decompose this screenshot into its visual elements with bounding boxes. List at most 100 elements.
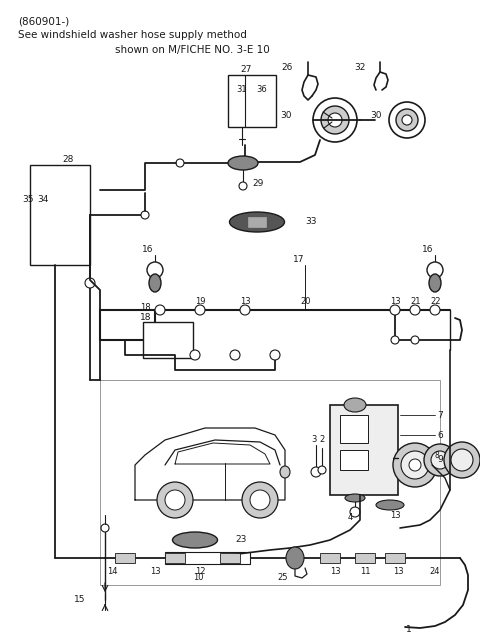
Circle shape: [389, 102, 425, 138]
Ellipse shape: [155, 305, 165, 315]
Text: 32: 32: [355, 64, 366, 73]
Circle shape: [190, 350, 200, 360]
Circle shape: [396, 109, 418, 131]
Text: 16: 16: [142, 246, 154, 255]
Circle shape: [431, 451, 449, 469]
Ellipse shape: [345, 494, 365, 502]
Circle shape: [328, 113, 342, 127]
Text: 33: 33: [305, 218, 316, 226]
Ellipse shape: [411, 336, 419, 344]
Circle shape: [157, 482, 193, 518]
Text: 29: 29: [252, 179, 264, 188]
Ellipse shape: [429, 274, 441, 292]
Bar: [228, 75, 276, 127]
Circle shape: [311, 467, 321, 477]
Bar: [330, 405, 398, 495]
Circle shape: [165, 490, 185, 510]
Ellipse shape: [229, 212, 285, 232]
Circle shape: [270, 350, 280, 360]
Text: 30: 30: [371, 110, 382, 119]
Text: 13: 13: [150, 567, 160, 577]
Text: 17: 17: [293, 255, 305, 265]
Text: 13: 13: [390, 510, 400, 519]
Text: 19: 19: [195, 297, 205, 306]
Text: (860901-): (860901-): [18, 16, 69, 26]
Ellipse shape: [286, 547, 304, 569]
Bar: [340, 415, 368, 443]
Bar: [340, 450, 368, 470]
Bar: [165, 553, 185, 563]
Text: 9: 9: [437, 456, 443, 464]
Text: 13: 13: [330, 567, 340, 577]
Circle shape: [101, 524, 109, 532]
Text: 35: 35: [22, 195, 34, 205]
Ellipse shape: [376, 500, 404, 510]
Circle shape: [451, 449, 473, 471]
Ellipse shape: [280, 466, 290, 478]
Text: 18: 18: [140, 313, 152, 322]
Text: 27: 27: [240, 66, 252, 75]
Circle shape: [424, 444, 456, 476]
Text: 28: 28: [62, 156, 73, 165]
Text: 8: 8: [434, 452, 439, 461]
Ellipse shape: [240, 305, 250, 315]
Text: 7: 7: [437, 410, 443, 420]
Text: See windshield washer hose supply method: See windshield washer hose supply method: [18, 30, 247, 40]
Circle shape: [393, 443, 437, 487]
Text: 13: 13: [393, 567, 403, 577]
Bar: [143, 322, 193, 358]
Text: 1: 1: [406, 625, 412, 635]
Text: 13: 13: [240, 297, 251, 306]
Circle shape: [402, 115, 412, 125]
Text: 26: 26: [282, 64, 293, 73]
Bar: [248, 217, 266, 227]
Circle shape: [401, 451, 429, 479]
Circle shape: [409, 459, 421, 471]
Bar: [115, 553, 135, 563]
Text: 12: 12: [195, 567, 205, 577]
Text: 14: 14: [107, 567, 117, 577]
Text: 25: 25: [278, 574, 288, 582]
Circle shape: [141, 211, 149, 219]
Bar: [165, 552, 250, 564]
Text: shown on M/FICHE NO. 3-E 10: shown on M/FICHE NO. 3-E 10: [115, 45, 270, 55]
Circle shape: [313, 98, 357, 142]
Ellipse shape: [228, 156, 258, 170]
Circle shape: [350, 507, 360, 517]
Text: 18: 18: [140, 304, 151, 313]
Bar: [220, 553, 240, 563]
Circle shape: [318, 466, 326, 474]
Text: 13: 13: [390, 297, 401, 306]
Circle shape: [321, 106, 349, 134]
Text: 16: 16: [422, 246, 434, 255]
Text: 34: 34: [37, 195, 48, 205]
Text: 3: 3: [312, 436, 317, 445]
Text: 4: 4: [348, 514, 353, 523]
Bar: [355, 553, 375, 563]
Bar: [30, 165, 90, 265]
Ellipse shape: [344, 398, 366, 412]
Circle shape: [85, 278, 95, 288]
Ellipse shape: [172, 532, 217, 548]
Circle shape: [147, 262, 163, 278]
Ellipse shape: [430, 305, 440, 315]
Text: 11: 11: [360, 567, 370, 577]
Ellipse shape: [410, 305, 420, 315]
Ellipse shape: [195, 305, 205, 315]
Circle shape: [242, 482, 278, 518]
Text: 24: 24: [430, 567, 440, 577]
Text: 36: 36: [256, 85, 267, 94]
Text: 6: 6: [437, 431, 443, 440]
Ellipse shape: [391, 336, 399, 344]
Circle shape: [427, 262, 443, 278]
Circle shape: [239, 182, 247, 190]
Ellipse shape: [149, 274, 161, 292]
Circle shape: [444, 442, 480, 478]
Text: 10: 10: [193, 574, 203, 582]
Text: 22: 22: [430, 297, 441, 306]
Ellipse shape: [390, 305, 400, 315]
Circle shape: [230, 350, 240, 360]
Circle shape: [250, 490, 270, 510]
Text: 2: 2: [319, 436, 324, 445]
Text: 30: 30: [280, 110, 292, 119]
